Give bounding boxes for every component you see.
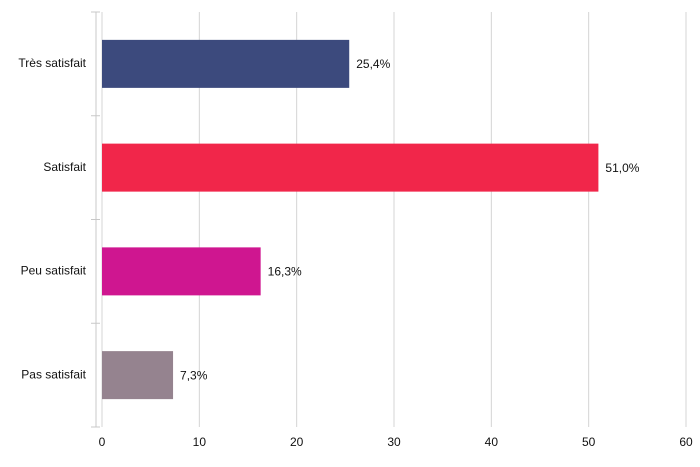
value-label: 51,0% [605, 161, 639, 175]
y-tick-label: Peu satisfait [21, 264, 87, 278]
bar [102, 351, 174, 400]
y-tick-label: Satisfait [43, 160, 86, 174]
x-tick-label: 10 [193, 435, 207, 449]
value-label: 16,3% [268, 265, 302, 279]
bar [102, 39, 350, 88]
value-label: 7,3% [180, 368, 208, 382]
value-label: 25,4% [356, 57, 390, 71]
bar [102, 143, 599, 192]
x-tick-label: 60 [679, 435, 693, 449]
y-tick-label: Très satisfait [18, 56, 86, 70]
x-tick-label: 40 [485, 435, 499, 449]
y-tick-label: Pas satisfait [21, 367, 86, 381]
x-tick-label: 30 [387, 435, 401, 449]
x-tick-label: 50 [582, 435, 596, 449]
bar [102, 247, 261, 296]
x-tick-label: 0 [99, 435, 106, 449]
x-tick-label: 20 [290, 435, 304, 449]
